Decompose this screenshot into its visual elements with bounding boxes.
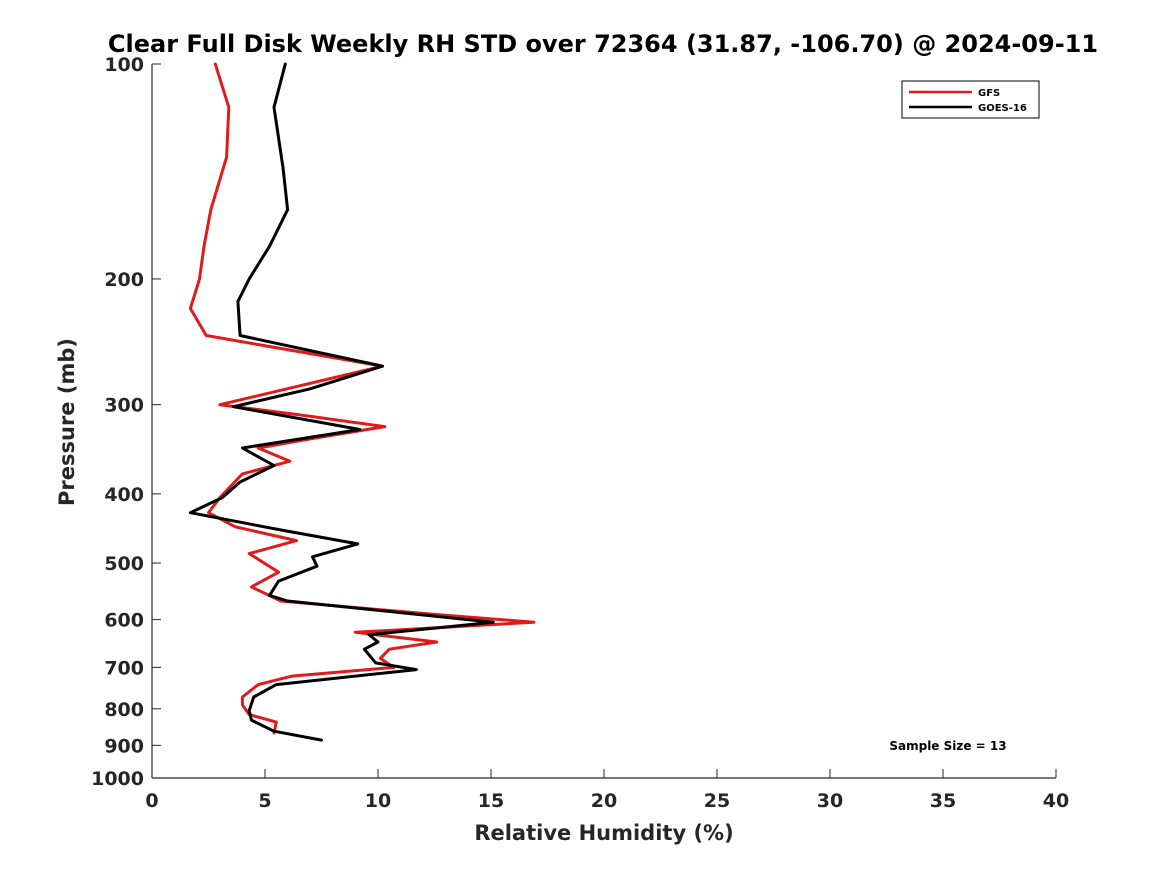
sample-size-annotation: Sample Size = 13 bbox=[889, 739, 1006, 753]
x-tick-label: 5 bbox=[258, 790, 271, 812]
y-tick-label: 700 bbox=[104, 657, 144, 679]
x-tick-label: 25 bbox=[704, 790, 730, 812]
y-tick-label: 100 bbox=[104, 54, 144, 76]
x-tick-label: 35 bbox=[930, 790, 956, 812]
y-tick-label: 400 bbox=[104, 484, 144, 506]
y-tick-label: 200 bbox=[104, 269, 144, 291]
x-tick-label: 15 bbox=[478, 790, 504, 812]
y-tick-label: 1000 bbox=[91, 768, 144, 790]
chart-title: Clear Full Disk Weekly RH STD over 72364… bbox=[108, 30, 1098, 58]
series-line-gfs bbox=[188, 62, 536, 735]
x-axis-label: Relative Humidity (%) bbox=[474, 821, 733, 845]
legend-label-gfs: GFS bbox=[978, 88, 1000, 99]
y-tick-label: 900 bbox=[104, 735, 144, 757]
x-tick-label: 30 bbox=[817, 790, 843, 812]
x-tick-label: 20 bbox=[591, 790, 617, 812]
legend-box bbox=[901, 80, 1040, 119]
x-tick-label: 10 bbox=[365, 790, 391, 812]
legend-label-goes16: GOES-16 bbox=[978, 103, 1027, 114]
plot-axes: 0 5 10 15 20 25 30 35 40 100 200 300 400 500 600 700 800… bbox=[91, 54, 1069, 812]
series-line-goes-16 bbox=[188, 62, 495, 742]
y-axis-label: Pressure (mb) bbox=[55, 338, 79, 506]
y-tick-label: 300 bbox=[104, 395, 144, 417]
y-tick-label: 500 bbox=[104, 553, 144, 575]
x-tick-label: 40 bbox=[1043, 790, 1069, 812]
y-tick-label: 600 bbox=[104, 610, 144, 632]
legend: GFS GOES-16 bbox=[901, 80, 1040, 119]
series-layer bbox=[188, 62, 536, 742]
y-tick-label: 800 bbox=[104, 699, 144, 721]
x-tick-label: 0 bbox=[145, 790, 158, 812]
